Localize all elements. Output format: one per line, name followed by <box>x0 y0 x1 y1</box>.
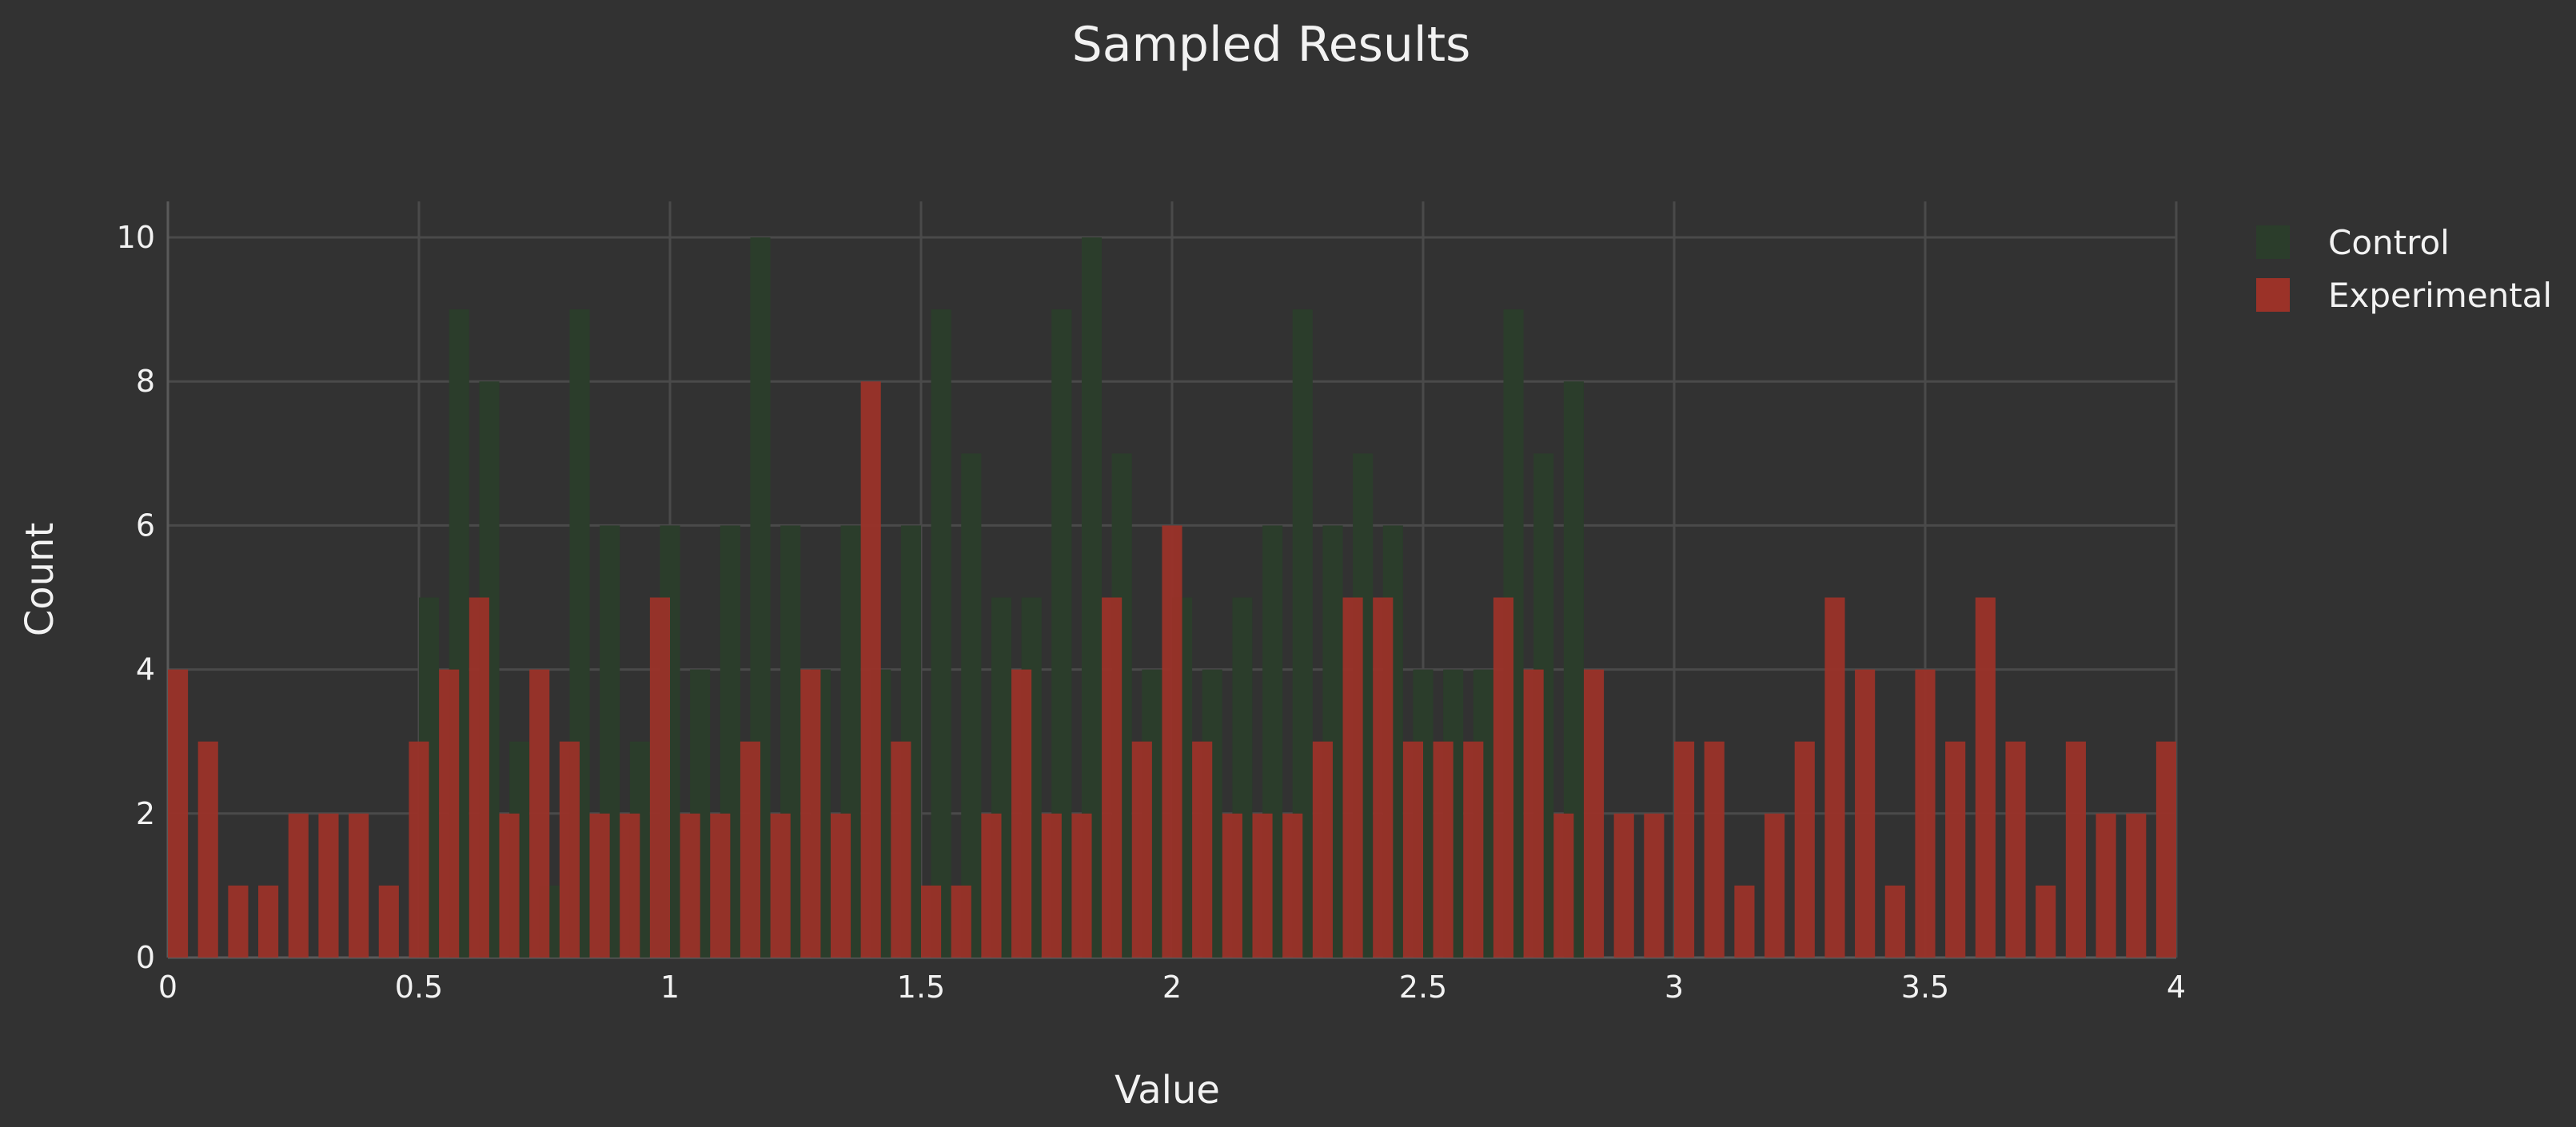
experimental-bar <box>1765 813 1785 958</box>
experimental-bar <box>921 885 942 958</box>
experimental-bar <box>1644 813 1665 958</box>
experimental-bar <box>1794 741 1815 958</box>
y-tick-label: 2 <box>136 796 155 831</box>
experimental-bar <box>2126 813 2147 958</box>
experimental-bar <box>1071 813 1092 958</box>
experimental-bar <box>2155 741 2176 958</box>
experimental-bar <box>1734 885 1755 958</box>
axes-layer: 0 2 4 6 8 10 0 0.5 1 1.5 2 2.5 3 3.5 4 <box>117 220 2186 1005</box>
experimental-bar <box>649 597 670 958</box>
experimental-bar <box>620 813 640 958</box>
x-axis-title: Value <box>1115 1068 1220 1113</box>
experimental-bar <box>1704 741 1725 958</box>
experimental-bar <box>1463 741 1484 958</box>
experimental-bar <box>2065 741 2086 958</box>
legend-swatch-control <box>2256 225 2290 259</box>
experimental-bar <box>318 813 339 958</box>
y-tick-label: 10 <box>117 220 155 255</box>
experimental-bar <box>288 813 309 958</box>
experimental-bar <box>1493 597 1514 958</box>
experimental-bar <box>891 741 911 958</box>
y-tick-label: 8 <box>136 364 155 399</box>
experimental-bar <box>1222 813 1242 958</box>
experimental-bar <box>1102 597 1123 958</box>
experimental-bar <box>740 741 761 958</box>
legend-swatch-experimental <box>2256 278 2290 312</box>
experimental-bar <box>1402 741 1423 958</box>
x-tick-label: 0.5 <box>395 970 443 1005</box>
x-tick-label: 3.5 <box>1901 970 1949 1005</box>
experimental-bar <box>951 885 971 958</box>
bars-layer <box>168 237 2176 958</box>
experimental-bar <box>1975 597 1996 958</box>
experimental-bar <box>1162 525 1182 958</box>
y-tick-label: 6 <box>136 508 155 543</box>
experimental-bar <box>1011 669 1032 958</box>
experimental-bar <box>1613 813 1634 958</box>
experimental-bar <box>2005 741 2026 958</box>
experimental-bar <box>2036 885 2056 958</box>
experimental-bar <box>258 885 279 958</box>
x-tick-label: 0 <box>158 970 177 1005</box>
x-tick-label: 4 <box>2167 970 2186 1005</box>
experimental-bar <box>710 813 731 958</box>
experimental-bar <box>529 669 550 958</box>
x-tick-label: 2.5 <box>1399 970 1447 1005</box>
experimental-bar <box>981 813 1002 958</box>
experimental-bar <box>1884 885 1905 958</box>
experimental-bar <box>1523 669 1544 958</box>
experimental-bar <box>860 381 881 958</box>
chart-title: Sampled Results <box>1072 17 1471 73</box>
experimental-bar <box>770 813 791 958</box>
y-tick-label: 4 <box>136 652 155 687</box>
experimental-bar <box>1915 669 1936 958</box>
experimental-bar <box>168 669 189 958</box>
y-tick-label: 0 <box>136 940 155 975</box>
experimental-bar <box>589 813 610 958</box>
y-axis-title: Count <box>18 523 62 637</box>
experimental-bar <box>1252 813 1273 958</box>
series-experimental <box>168 381 2176 958</box>
experimental-bar <box>680 813 700 958</box>
experimental-bar <box>800 669 821 958</box>
experimental-bar <box>1583 669 1605 958</box>
experimental-bar <box>197 741 218 958</box>
experimental-bar <box>1855 669 1876 958</box>
legend-label-control: Control <box>2328 223 2450 262</box>
experimental-bar <box>469 597 489 958</box>
experimental-bar <box>1282 813 1303 958</box>
experimental-bar <box>1945 741 1966 958</box>
experimental-bar <box>409 741 429 958</box>
experimental-bar <box>349 813 369 958</box>
x-tick-label: 2 <box>1162 970 1182 1005</box>
legend: Control Experimental <box>2256 223 2552 315</box>
experimental-bar <box>1433 741 1453 958</box>
control-bar <box>931 309 951 958</box>
x-tick-label: 1 <box>660 970 680 1005</box>
x-tick-label: 3 <box>1665 970 1684 1005</box>
experimental-bar <box>1131 741 1152 958</box>
experimental-bar <box>1192 741 1213 958</box>
experimental-bar <box>559 741 580 958</box>
experimental-bar <box>1041 813 1062 958</box>
experimental-bar <box>1824 597 1845 958</box>
experimental-bar <box>2095 813 2116 958</box>
control-bar <box>961 453 982 958</box>
x-tick-label: 1.5 <box>897 970 945 1005</box>
experimental-bar <box>1342 597 1363 958</box>
legend-label-experimental: Experimental <box>2328 276 2552 315</box>
experimental-bar <box>499 813 520 958</box>
experimental-bar <box>439 669 460 958</box>
experimental-bar <box>1312 741 1333 958</box>
experimental-bar <box>228 885 249 958</box>
experimental-bar <box>1553 813 1574 958</box>
experimental-bar <box>378 885 399 958</box>
experimental-bar <box>1674 741 1695 958</box>
experimental-bar <box>830 813 851 958</box>
experimental-bar <box>1373 597 1394 958</box>
